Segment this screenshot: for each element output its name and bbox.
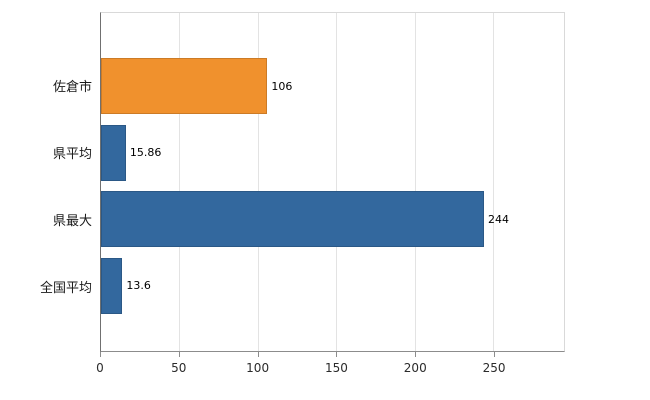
tick-label: 250 [482, 361, 506, 375]
tick-mark [336, 352, 338, 357]
bar-3 [101, 257, 123, 314]
category-labels: 佐倉市県平均県最大全国平均 [0, 12, 97, 352]
tick-mark [100, 352, 101, 357]
bar-row: 106 [101, 53, 564, 120]
gridline [179, 13, 181, 351]
category-label: 県平均 [52, 147, 92, 162]
tick-mark [257, 352, 259, 357]
value-label: 244 [487, 212, 509, 226]
bar-0 [101, 58, 268, 115]
gridline [414, 13, 416, 351]
tick-label: 0 [96, 361, 104, 375]
x-axis-ticks: 0 50 100 150 200 250 [96, 352, 565, 382]
tick-label: 200 [403, 361, 427, 375]
bars: 106 15.86 244 13.6 [101, 13, 564, 351]
value-label: 15.86 [129, 146, 162, 160]
tick-label: 100 [246, 361, 270, 375]
tick-label: 150 [324, 361, 348, 375]
category-label: 全国平均 [39, 281, 92, 296]
tick-mark [494, 352, 496, 357]
category-label: 佐倉市 [52, 80, 92, 95]
bar-row: 15.86 [101, 120, 564, 187]
tick-mark [415, 352, 417, 357]
gridline [336, 13, 338, 351]
plot-area: 106 15.86 244 13.6 [100, 12, 565, 352]
value-label: 13.6 [126, 279, 151, 293]
category-label: 県最大 [52, 214, 92, 229]
gridline [257, 13, 259, 351]
gridline [493, 13, 495, 351]
value-label: 106 [271, 79, 293, 93]
tick-mark [178, 352, 180, 357]
tick-label: 50 [171, 361, 187, 375]
bar-1 [101, 124, 126, 181]
bar-row: 244 [101, 186, 564, 253]
bar-2 [101, 191, 484, 248]
bar-row: 13.6 [101, 253, 564, 320]
